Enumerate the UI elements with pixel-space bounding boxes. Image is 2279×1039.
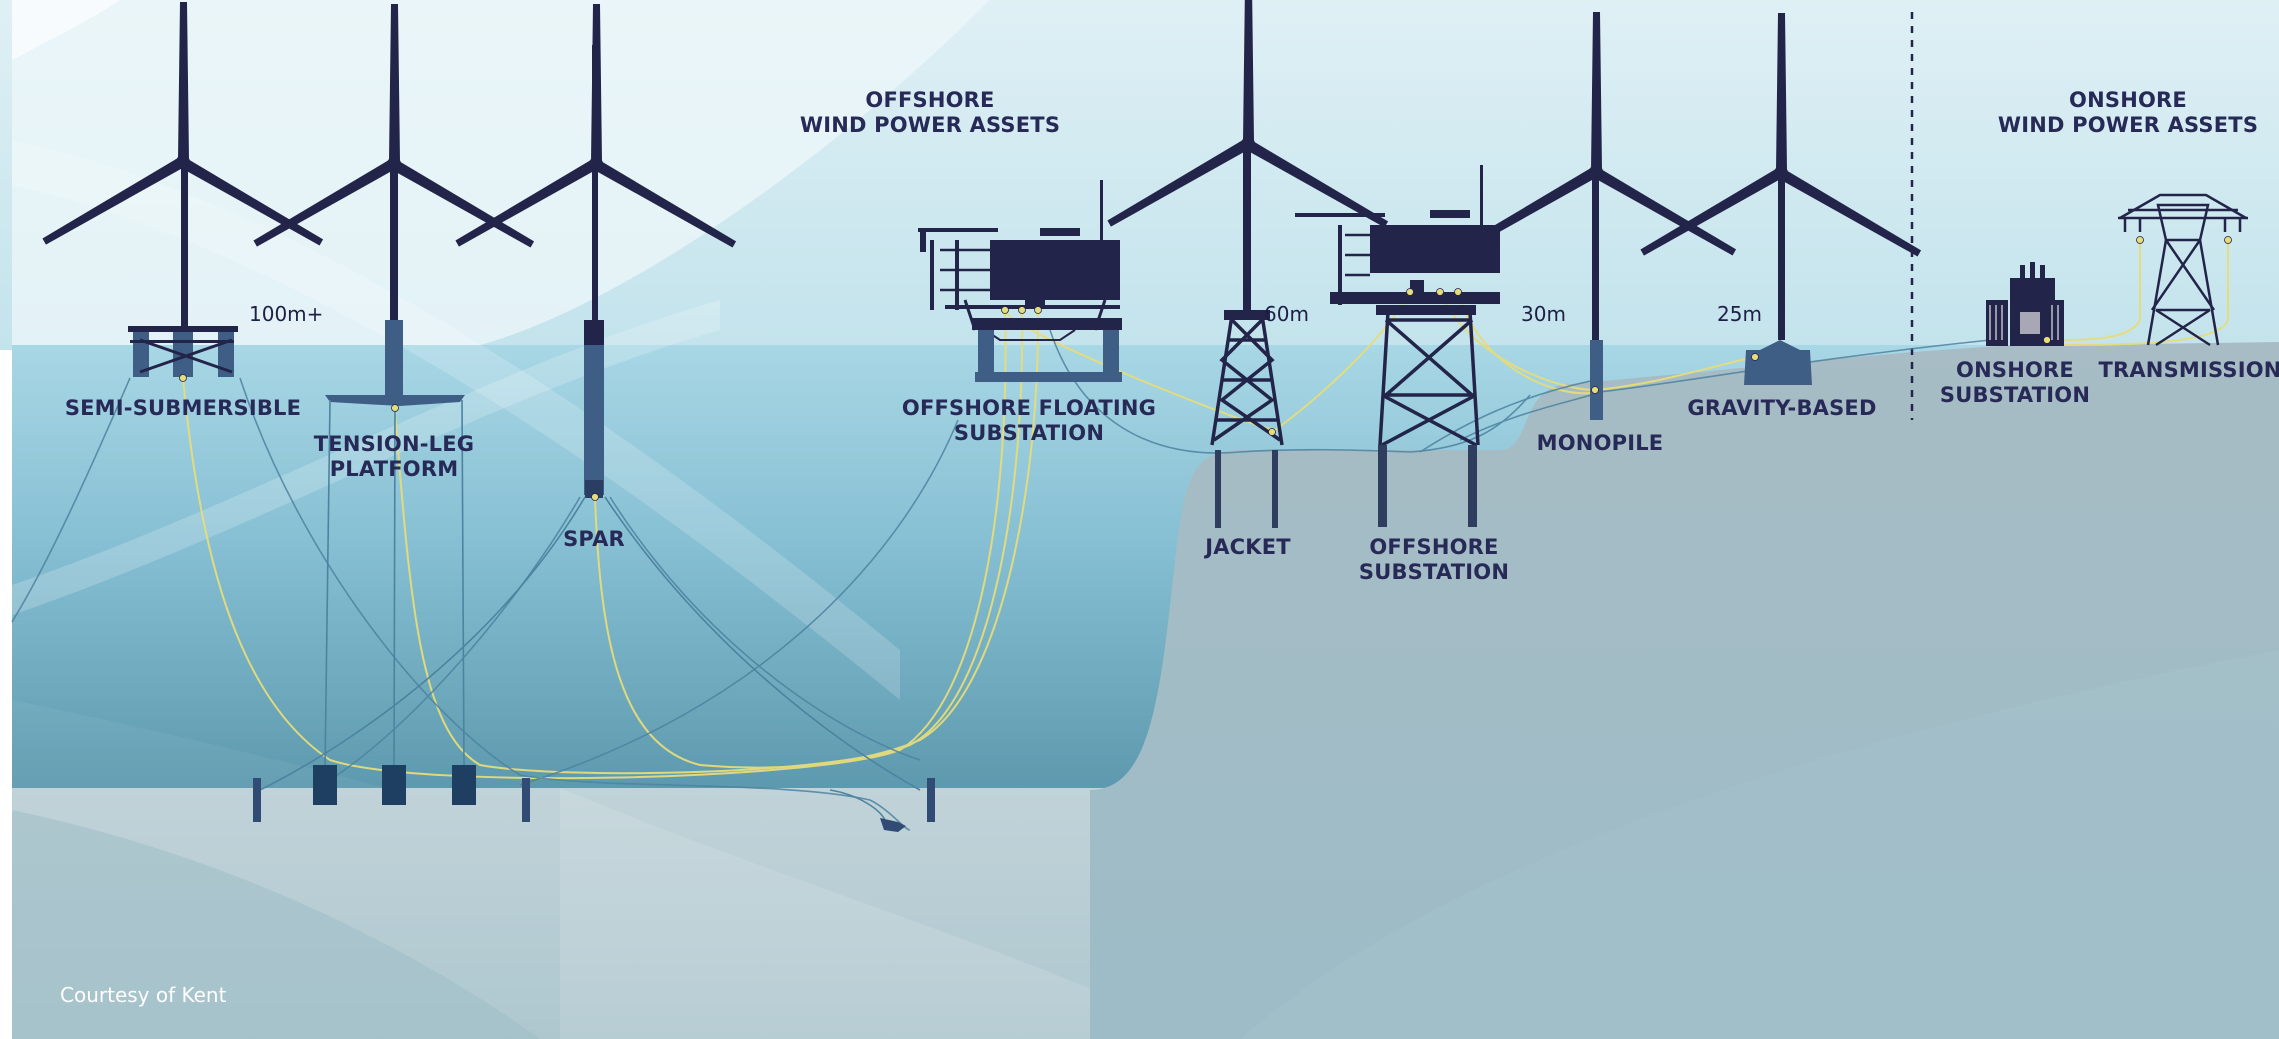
depth-jacket: 60m — [1264, 302, 1309, 326]
label-gravity-based: GRAVITY-BASED — [1687, 396, 1877, 420]
semi-submersible-turbine — [41, 2, 325, 340]
label-spar: SPAR — [563, 527, 625, 551]
offshore-assets-header: OFFSHORE WIND POWER ASSETS — [799, 88, 1061, 137]
label-semi-submersible: SEMI-SUBMERSIBLE — [64, 396, 302, 420]
transmission-tower-icon — [2118, 193, 2248, 347]
tension-leg-turbine — [252, 4, 536, 406]
depth-gravity: 25m — [1717, 302, 1762, 326]
depth-floating: 100m+ — [249, 302, 324, 326]
onshore-substation-building — [1986, 262, 2064, 346]
label-onshore-substation: ONSHORE SUBSTATION — [1939, 358, 2091, 407]
cable-trencher-icon — [880, 818, 906, 832]
depth-monopile: 30m — [1521, 302, 1566, 326]
label-tension-leg-platform: TENSION-LEG PLATFORM — [313, 432, 475, 481]
label-transmission: TRANSMISSION — [2098, 358, 2279, 382]
label-offshore-substation: OFFSHORE SUBSTATION — [1358, 535, 1510, 584]
label-offshore-floating-substation: OFFSHORE FLOATING SUBSTATION — [901, 396, 1157, 445]
gravity-based-turbine — [1639, 13, 1923, 385]
image-credit: Courtesy of Kent — [60, 983, 227, 1007]
offshore-substation-platform — [1295, 165, 1500, 527]
label-jacket: JACKET — [1205, 535, 1291, 559]
spar-turbine — [454, 4, 738, 498]
monopile-turbine — [1454, 12, 1738, 420]
onshore-assets-header: ONSHORE WIND POWER ASSETS — [1997, 88, 2259, 137]
jacket-turbine — [1106, 0, 1390, 528]
offshore-floating-substation-platform — [918, 180, 1122, 382]
label-monopile: MONOPILE — [1536, 431, 1664, 455]
